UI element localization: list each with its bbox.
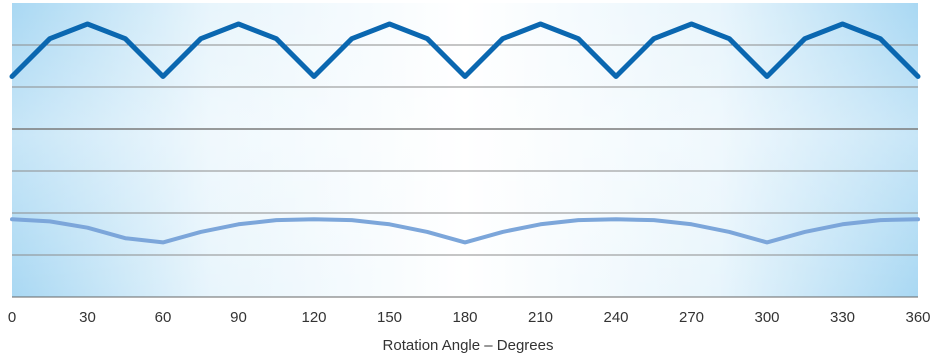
- x-axis-title: Rotation Angle – Degrees: [383, 337, 554, 354]
- x-tick-label: 300: [754, 309, 779, 326]
- x-tick-label: 90: [230, 309, 247, 326]
- x-tick-label: 330: [830, 309, 855, 326]
- x-tick-label: 240: [603, 309, 628, 326]
- series-line-2: [10, 217, 920, 245]
- x-tick-label: 30: [79, 309, 96, 326]
- plot-background-fade: [12, 3, 918, 297]
- x-tick-label: 60: [155, 309, 172, 326]
- x-tick-labels: 0 30 60 90 120 150 180 210 240 270 300 330 360: [8, 309, 931, 326]
- x-tick-label: 360: [905, 309, 930, 326]
- gridlines: [12, 44, 918, 256]
- series-layer: [9, 21, 921, 245]
- x-tick-label: 150: [377, 309, 402, 326]
- x-tick-label: 210: [528, 309, 553, 326]
- x-tick-label: 0: [8, 309, 16, 326]
- x-tick-label: 270: [679, 309, 704, 326]
- series-line-1: [9, 21, 921, 79]
- x-tick-label: 180: [452, 309, 477, 326]
- x-tick-label: 120: [301, 309, 326, 326]
